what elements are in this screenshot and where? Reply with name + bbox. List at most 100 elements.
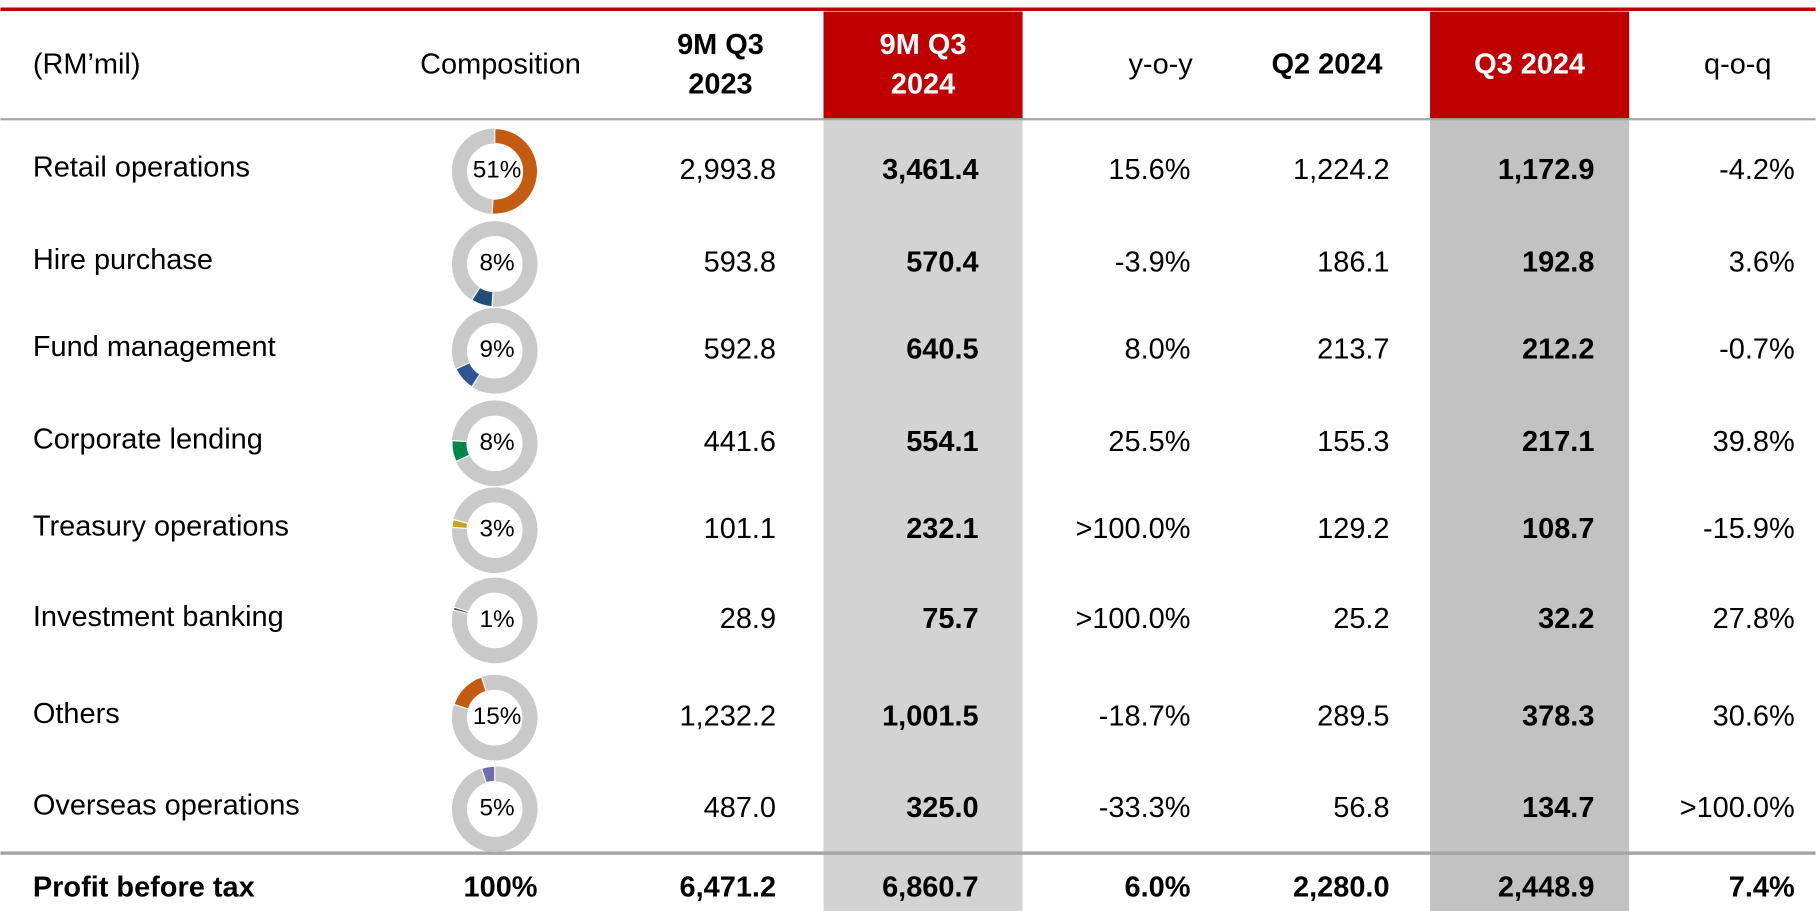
cell: >100.0%	[1075, 513, 1190, 545]
cell: 2,993.8	[680, 154, 777, 186]
cell: >100.0%	[1680, 792, 1795, 824]
header-cell: 9M Q3	[880, 29, 967, 61]
cell: 186.1	[1317, 247, 1389, 279]
row-label: Hire purchase	[33, 244, 213, 276]
donut-segment	[455, 361, 481, 388]
cell: 30.6%	[1713, 700, 1795, 732]
cell: 75.7	[922, 603, 978, 635]
donut-ring	[451, 487, 538, 573]
header-cell: 2024	[891, 68, 955, 100]
cell: -18.7%	[1099, 700, 1191, 732]
cell: 56.8	[1333, 792, 1389, 824]
cell: 32.2	[1538, 603, 1594, 635]
donut-segment	[451, 518, 469, 530]
cell: 39.8%	[1713, 426, 1795, 458]
cell: 28.9	[720, 603, 776, 635]
row-label: Treasury operations	[33, 510, 289, 542]
cell: >100.0%	[1075, 603, 1190, 635]
cell: 101.1	[704, 513, 776, 545]
header-cell: Composition	[420, 49, 581, 81]
cell: 212.2	[1522, 333, 1594, 365]
cell: 593.8	[704, 247, 776, 279]
cell: 1,224.2	[1293, 154, 1390, 186]
cell: 378.3	[1522, 700, 1594, 732]
highlight-column	[1430, 119, 1630, 911]
header-highlight	[823, 11, 1023, 120]
total-cell: 6,471.2	[680, 872, 777, 904]
donut-label: 51%	[473, 157, 522, 184]
donut-segment	[471, 286, 494, 308]
cell: 15.6%	[1108, 154, 1190, 186]
cell: 213.7	[1317, 333, 1389, 365]
donut-segment	[480, 765, 496, 784]
total-composition: 100%	[464, 872, 538, 904]
total-cell: 7.4%	[1729, 872, 1795, 904]
header-cell: y-o-y	[1128, 49, 1193, 81]
cell: -4.2%	[1719, 154, 1795, 186]
cell: 192.8	[1522, 247, 1594, 279]
cell: 8.0%	[1125, 333, 1191, 365]
cell: 554.1	[906, 426, 978, 458]
row-label: Fund management	[33, 331, 276, 363]
total-cell: 6,860.7	[882, 872, 979, 904]
header-highlight	[1430, 11, 1630, 120]
cell: -15.9%	[1703, 513, 1795, 545]
cell: -3.9%	[1115, 247, 1191, 279]
donut-segment	[453, 676, 487, 710]
row-label: Corporate lending	[33, 424, 263, 456]
donut-label: 3%	[480, 516, 515, 543]
donut-segment	[451, 440, 471, 463]
cell: 25.5%	[1108, 426, 1190, 458]
donut-label: 8%	[480, 429, 515, 456]
cell: 27.8%	[1713, 603, 1795, 635]
row-label: Retail operations	[33, 152, 250, 184]
donut-label: 15%	[473, 703, 522, 730]
total-cell: 2,448.9	[1498, 872, 1595, 904]
donut-ring	[451, 221, 538, 307]
cell: 155.3	[1317, 426, 1389, 458]
header-cell: 9M Q3	[677, 29, 764, 61]
cell: 3,461.4	[882, 154, 979, 186]
cell: 325.0	[906, 792, 978, 824]
donut-ring	[451, 577, 538, 664]
donut-label: 9%	[480, 336, 515, 363]
cell: 129.2	[1317, 513, 1389, 545]
cell: 592.8	[704, 333, 776, 365]
cell: 232.1	[906, 513, 978, 545]
header-cell: (RM’mil)	[33, 49, 141, 81]
cell: 108.7	[1522, 513, 1594, 545]
highlight-column	[823, 119, 1023, 911]
cell: 1,172.9	[1498, 154, 1595, 186]
total-label: Profit before tax	[33, 872, 255, 904]
cell: -33.3%	[1099, 792, 1191, 824]
header-cell: q-o-q	[1704, 49, 1772, 81]
cell: 570.4	[906, 247, 978, 279]
cell: -0.7%	[1719, 333, 1795, 365]
row-label: Overseas operations	[33, 789, 300, 821]
cell: 487.0	[704, 792, 776, 824]
row-label: Investment banking	[33, 601, 284, 633]
donut-ring	[451, 674, 538, 761]
cell: 3.6%	[1729, 247, 1795, 279]
donut-ring	[451, 307, 538, 394]
cell: 1,001.5	[882, 700, 979, 732]
cell: 217.1	[1522, 426, 1594, 458]
cell: 289.5	[1317, 700, 1389, 732]
donut-segment	[452, 606, 470, 615]
cell: 25.2	[1333, 603, 1389, 635]
cell: 134.7	[1522, 792, 1594, 824]
cell: 1,232.2	[680, 700, 777, 732]
donut-segment	[491, 127, 539, 215]
total-cell: 2,280.0	[1293, 872, 1390, 904]
donut-label: 8%	[480, 249, 515, 276]
header-cell: Q3 2024	[1474, 49, 1585, 81]
header-cell: 2023	[688, 68, 752, 100]
donut-label: 5%	[480, 795, 515, 822]
row-label: Others	[33, 698, 120, 730]
cell: 441.6	[704, 426, 776, 458]
cell: 640.5	[906, 333, 978, 365]
header-cell: Q2 2024	[1272, 49, 1383, 81]
donut-label: 1%	[480, 606, 515, 633]
total-cell: 6.0%	[1125, 872, 1191, 904]
